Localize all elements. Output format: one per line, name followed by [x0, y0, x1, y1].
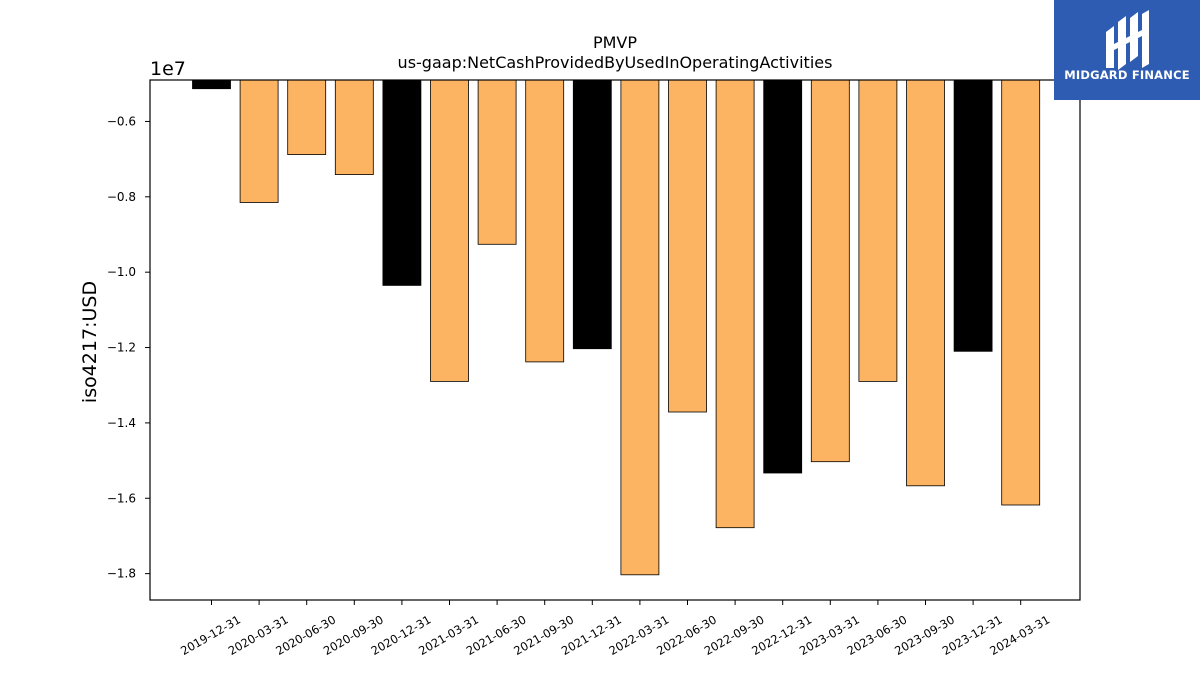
y-tick-label: −0.8: [107, 190, 136, 204]
y-axis-label: iso4217:USD: [79, 281, 101, 403]
bar-2023-06-30: [858, 79, 898, 382]
chart-subtitle: us-gaap:NetCashProvidedByUsedInOperating…: [398, 53, 833, 72]
bar-2022-12-31: [763, 79, 803, 474]
y-tick-label: −1.0: [107, 265, 136, 279]
y-axis-offset-label: 1e7: [150, 58, 186, 80]
y-tick-label: −1.4: [107, 416, 136, 430]
bar-2021-03-31: [430, 79, 469, 382]
bar-2020-09-30: [334, 79, 374, 175]
bar-2019-12-31: [192, 79, 231, 90]
bar-2021-06-30: [477, 79, 517, 245]
chart-title: PMVP: [593, 33, 637, 52]
bar-2021-09-30: [525, 79, 565, 363]
bar-2023-09-30: [906, 79, 945, 487]
bar-2020-06-30: [287, 79, 327, 155]
y-tick-label: −1.8: [107, 567, 136, 581]
bar-2023-12-31: [953, 79, 993, 352]
y-tick-label: −1.2: [107, 341, 136, 355]
bar-2020-12-31: [382, 79, 422, 286]
y-tick-label: −1.6: [107, 491, 136, 505]
bars-group: [192, 79, 1041, 576]
y-ticks-group: −0.6 −0.8 −1.0 −1.2 −1.4 −1.6 −1.8: [107, 114, 150, 581]
bar-2020-03-31: [239, 79, 279, 203]
brand-logo-text: MIDGARD FINANCE: [1064, 68, 1190, 82]
bar-2022-06-30: [668, 79, 707, 413]
brand-logo: MIDGARD FINANCE: [1054, 0, 1200, 100]
bar-2022-09-30: [715, 79, 755, 529]
midgard-logo-icon: [1106, 10, 1149, 70]
bar-2022-03-31: [620, 79, 660, 576]
bar-2024-03-31: [1001, 79, 1041, 506]
x-ticks-group: 2019-12-312020-03-312020-06-302020-09-30…: [178, 600, 1052, 658]
bar-2023-03-31: [810, 79, 850, 463]
y-tick-label: −0.6: [107, 114, 136, 128]
plot-frame: [149, 79, 1081, 601]
bar-2021-12-31: [572, 79, 612, 350]
